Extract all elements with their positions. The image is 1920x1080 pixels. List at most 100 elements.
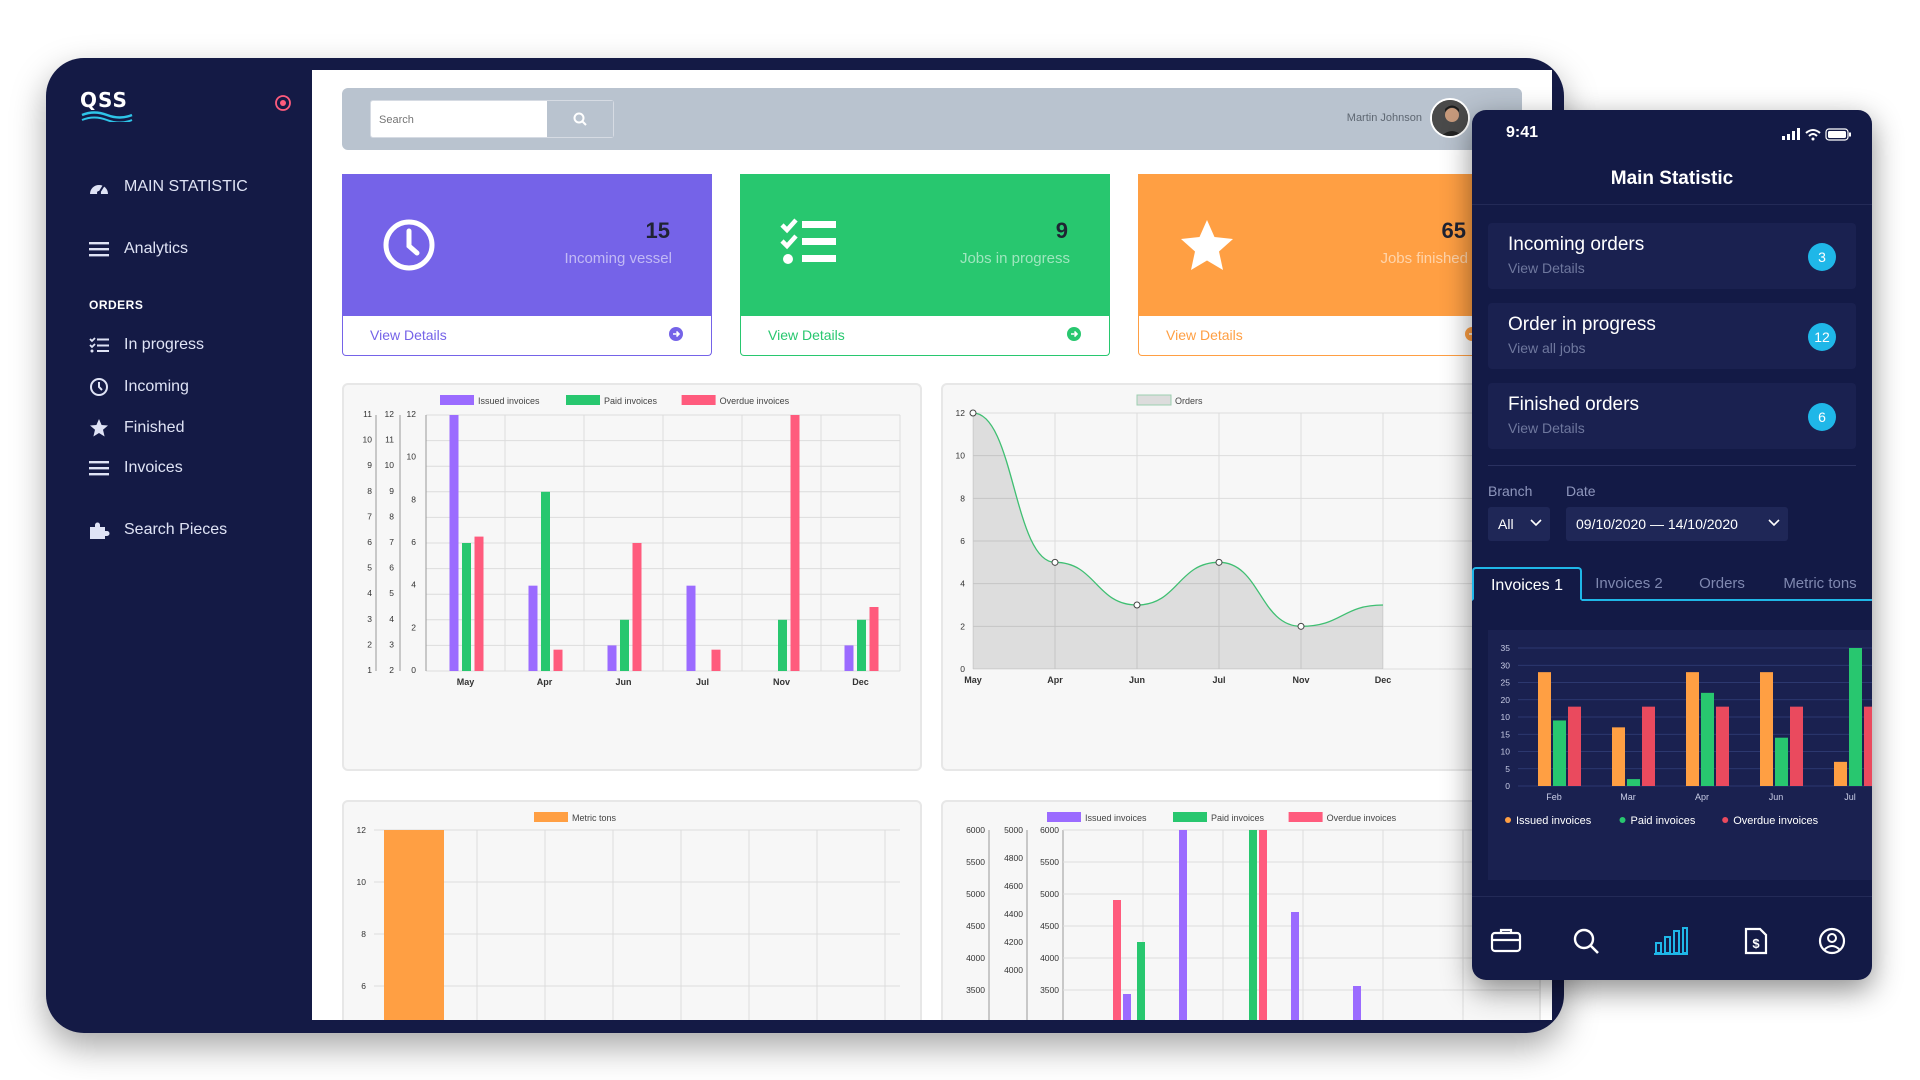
sidebar-item-invoices[interactable]: Invoices [86, 459, 183, 477]
x-tick-label: Jun [1129, 675, 1145, 685]
y-tick-label: 3500 [966, 985, 985, 995]
tab-metric-tons[interactable]: Metric tons [1783, 575, 1857, 592]
briefcase-icon[interactable] [1490, 927, 1522, 953]
avatar[interactable] [1430, 98, 1470, 138]
sidebar-item-main-statistic[interactable]: MAIN STATISTIC [86, 178, 248, 196]
sidebar-item-search-pieces[interactable]: Search Pieces [86, 520, 227, 540]
star-icon [1178, 218, 1236, 279]
sidebar-item-incoming[interactable]: Incoming [86, 377, 189, 397]
logo: QSS [80, 88, 134, 122]
bar [790, 415, 800, 671]
bar [1760, 672, 1773, 786]
bar [632, 543, 642, 671]
gauge-icon [86, 178, 112, 196]
date-range-select[interactable]: 09/10/2020 — 14/10/2020 [1566, 507, 1788, 541]
legend-label: Paid invoices [1631, 815, 1696, 827]
order-card-link[interactable]: View all jobs [1508, 340, 1586, 356]
search-icon[interactable] [1572, 927, 1600, 955]
y-tick-label: 7 [389, 537, 394, 547]
bar [1790, 706, 1803, 786]
bar [1642, 706, 1655, 786]
sidebar-item-analytics[interactable]: Analytics [86, 240, 188, 258]
y-tick-label: 4000 [966, 953, 985, 963]
x-tick-label: Apr [1047, 675, 1063, 685]
order-card-link[interactable]: View Details [1508, 420, 1585, 436]
search-input[interactable] [379, 109, 539, 131]
bar [1864, 706, 1872, 786]
y-tick-label: 3 [367, 614, 372, 624]
order-card-link[interactable]: View Details [1508, 260, 1585, 276]
status-icons [1782, 127, 1852, 146]
invoices-amount-chart: Issued invoices Paid invoices Overdue invo… [966, 812, 1539, 1020]
bar [1686, 672, 1699, 786]
sidebar-item-label: Analytics [124, 240, 189, 257]
y-tick-label: 5500 [966, 857, 985, 867]
y-tick-label: 4000 [1040, 953, 1059, 963]
legend-label: Overdue invoices [1327, 813, 1397, 823]
y-tick-label: 12 [357, 825, 367, 835]
y-tick-label: 10 [385, 460, 395, 470]
target-icon[interactable] [274, 94, 292, 112]
order-card-title: Finished orders [1508, 394, 1639, 415]
legend-dot [1619, 817, 1626, 823]
legend-swatch [1047, 812, 1081, 822]
tab-invoices-2[interactable]: Invoices 2 [1595, 575, 1663, 592]
bar-chart-icon[interactable] [1654, 927, 1688, 955]
bar [1113, 900, 1121, 1020]
order-card-finished[interactable]: Finished orders View Details 6 [1488, 383, 1856, 449]
bar [541, 491, 550, 671]
legend-swatch [534, 812, 568, 822]
puzzle-icon [86, 520, 112, 540]
sidebar-item-label: Finished [124, 419, 185, 436]
card-value: 15 [645, 218, 670, 243]
bar [1775, 737, 1788, 786]
bar [1612, 727, 1625, 786]
branch-value: All [1498, 516, 1514, 532]
card-value: 65 [1441, 218, 1466, 243]
data-point [1297, 622, 1305, 630]
bar [686, 585, 696, 671]
tab-invoices-1[interactable]: Invoices 1 [1472, 567, 1582, 601]
bar [857, 619, 866, 671]
sidebar-item-finished[interactable]: Finished [86, 418, 184, 438]
sidebar-item-in-progress[interactable]: In progress [86, 336, 204, 354]
user-circle-icon[interactable] [1818, 927, 1846, 955]
y-tick-label: 10 [407, 452, 417, 462]
divider [1488, 465, 1856, 466]
y-tick-label: 2 [960, 621, 965, 631]
chevron-down-icon [1768, 519, 1780, 527]
legend-label: Overdue invoices [720, 396, 790, 406]
search-icon [573, 112, 587, 126]
data-point [1215, 558, 1223, 566]
svg-text:$: $ [1752, 936, 1760, 951]
y-tick-label: 12 [956, 408, 966, 418]
card-header: 65 Jobs finished [1138, 174, 1508, 316]
dollar-doc-icon[interactable]: $ [1744, 927, 1768, 955]
branch-label: Branch [1488, 483, 1533, 499]
view-details-link[interactable]: View Details [1138, 316, 1508, 356]
order-card-in-progress[interactable]: Order in progress View all jobs 12 [1488, 303, 1856, 369]
y-tick-label: 4600 [1004, 881, 1023, 891]
view-details-link[interactable]: View Details [342, 316, 712, 356]
order-card-title: Order in progress [1508, 314, 1656, 335]
search-button[interactable] [545, 101, 613, 137]
phone-invoices-chart: 35 30 25 20 10 15 10 5 0 Feb Mar Apr Jun Jul Issued in… [1501, 643, 1872, 827]
y-tick-label: 10 [956, 451, 966, 461]
y-tick-label: 5 [1505, 764, 1510, 774]
card-value: 9 [1055, 218, 1068, 243]
y-tick-label: 5 [367, 563, 372, 573]
tab-orders[interactable]: Orders [1699, 575, 1745, 592]
mobile-app: 9:41 Main Statistic Incoming orders View… [1472, 110, 1872, 980]
view-details-link[interactable]: View Details [740, 316, 1110, 356]
order-card-incoming[interactable]: Incoming orders View Details 3 [1488, 223, 1856, 289]
chevron-down-icon [1530, 519, 1542, 527]
bar [869, 607, 879, 671]
top-bar: Martin Johnson [342, 88, 1522, 150]
metric-tons-chart-panel: Metric tons 12 10 8 6 [342, 800, 922, 1020]
branch-select[interactable]: All [1488, 507, 1550, 541]
x-tick-label: Dec [1375, 675, 1392, 685]
bar [1849, 648, 1862, 786]
count-badge: 12 [1808, 323, 1836, 351]
legend-dot [1505, 817, 1511, 823]
